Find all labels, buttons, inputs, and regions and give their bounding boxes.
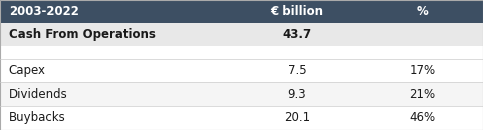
Text: 20.1: 20.1 bbox=[284, 112, 310, 125]
Text: Buybacks: Buybacks bbox=[9, 112, 65, 125]
Text: € billion: € billion bbox=[270, 5, 324, 18]
Text: 46%: 46% bbox=[410, 112, 436, 125]
Text: 21%: 21% bbox=[410, 88, 436, 101]
Text: 7.5: 7.5 bbox=[288, 64, 306, 77]
Text: 17%: 17% bbox=[410, 64, 436, 77]
FancyBboxPatch shape bbox=[0, 46, 483, 58]
Text: Dividends: Dividends bbox=[9, 88, 68, 101]
Text: 2003-2022: 2003-2022 bbox=[9, 5, 79, 18]
FancyBboxPatch shape bbox=[0, 58, 483, 82]
Text: 9.3: 9.3 bbox=[288, 88, 306, 101]
FancyBboxPatch shape bbox=[0, 106, 483, 130]
Text: Capex: Capex bbox=[9, 64, 46, 77]
FancyBboxPatch shape bbox=[0, 0, 483, 23]
Text: 43.7: 43.7 bbox=[283, 28, 312, 41]
Text: Cash From Operations: Cash From Operations bbox=[9, 28, 156, 41]
Text: %: % bbox=[417, 5, 428, 18]
FancyBboxPatch shape bbox=[0, 23, 483, 46]
FancyBboxPatch shape bbox=[0, 82, 483, 106]
